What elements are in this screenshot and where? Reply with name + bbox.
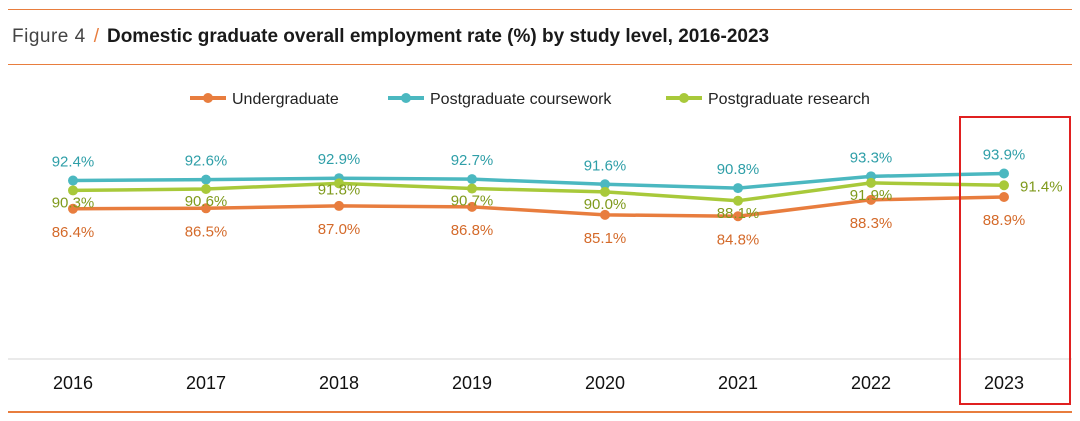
- data-point-2-4: [600, 186, 610, 197]
- value-label-1-5: 90.8%: [717, 161, 760, 178]
- legend-swatch-dot-0: [203, 93, 213, 103]
- value-label-2-3: 90.7%: [451, 193, 494, 210]
- legend-swatch-dot-2: [679, 93, 689, 103]
- series-line-1: [72, 171, 1005, 190]
- value-label-2-2: 91.8%: [318, 181, 361, 198]
- value-label-0-0: 86.4%: [52, 224, 95, 241]
- value-label-0-2: 87.0%: [318, 221, 361, 238]
- series-line-0: [72, 195, 1005, 219]
- value-label-2-4: 90.0%: [584, 196, 627, 213]
- chart-header: Figure 4 / Domestic graduate overall emplo…: [12, 26, 769, 48]
- data-point-1-7: [999, 168, 1009, 179]
- year-label-4: 2020: [585, 373, 625, 393]
- year-label-7: 2023: [984, 373, 1024, 393]
- data-point-0-7: [999, 192, 1009, 202]
- value-label-0-3: 86.8%: [451, 222, 494, 239]
- year-label-2: 2018: [319, 373, 359, 393]
- value-label-1-0: 92.4%: [52, 154, 95, 171]
- data-point-0-4: [600, 209, 610, 220]
- series-line-2: [72, 181, 1005, 203]
- value-label-0-6: 88.3%: [850, 215, 893, 232]
- year-label-6: 2022: [851, 373, 891, 393]
- value-label-2-1: 90.6%: [185, 193, 228, 210]
- chart-title: Domestic graduate overall employment rat…: [106, 26, 770, 47]
- year-label-0: 2016: [53, 373, 93, 393]
- data-point-0-2: [334, 200, 344, 211]
- data-point-1-0: [68, 175, 78, 186]
- data-point-2-0: [68, 185, 78, 196]
- legend-label-0: Undergraduate: [232, 91, 339, 108]
- data-point-1-4: [600, 179, 610, 190]
- legend-swatch-dot-1: [401, 93, 411, 103]
- title-separator: /: [93, 26, 99, 47]
- data-point-2-2: [334, 178, 344, 189]
- figure-label: Figure 4: [12, 26, 86, 47]
- data-point-2-1: [201, 184, 211, 195]
- legend-label-1: Postgraduate coursework: [430, 91, 612, 108]
- data-point-2-3: [467, 183, 477, 194]
- data-point-2-6: [866, 177, 876, 188]
- value-label-0-4: 85.1%: [584, 230, 627, 247]
- value-label-2-5: 88.1%: [717, 205, 760, 222]
- value-label-1-1: 92.6%: [185, 153, 228, 170]
- value-label-0-1: 86.5%: [185, 223, 228, 240]
- year-label-5: 2021: [718, 373, 758, 393]
- data-point-0-1: [201, 203, 211, 214]
- data-point-2-7: [999, 180, 1009, 191]
- value-label-2-6: 91.9%: [850, 187, 893, 204]
- value-label-0-5: 84.8%: [717, 231, 760, 248]
- bottom-rule: [8, 411, 1072, 413]
- year-label-3: 2019: [452, 373, 492, 393]
- value-label-1-6: 93.3%: [850, 149, 893, 166]
- year-label-1: 2017: [186, 373, 226, 393]
- top-rule: [8, 9, 1072, 10]
- data-point-2-5: [733, 195, 743, 206]
- highlight-box: [959, 116, 1071, 405]
- value-label-2-7: 91.4%: [1020, 178, 1063, 195]
- value-label-1-4: 91.6%: [584, 157, 627, 174]
- value-label-1-3: 92.7%: [451, 152, 494, 169]
- value-label-1-7: 93.9%: [983, 147, 1026, 164]
- legend-label-2: Postgraduate research: [708, 91, 870, 108]
- data-point-0-5: [733, 211, 743, 222]
- data-point-1-5: [733, 183, 743, 194]
- data-point-0-0: [68, 203, 78, 214]
- data-point-1-3: [467, 174, 477, 185]
- data-point-0-6: [866, 194, 876, 205]
- value-label-0-7: 88.9%: [983, 212, 1026, 229]
- data-point-1-1: [201, 174, 211, 185]
- value-label-2-0: 90.3%: [52, 194, 95, 211]
- data-point-0-3: [467, 201, 477, 212]
- header-rule: [8, 64, 1072, 65]
- value-label-1-2: 92.9%: [318, 151, 361, 168]
